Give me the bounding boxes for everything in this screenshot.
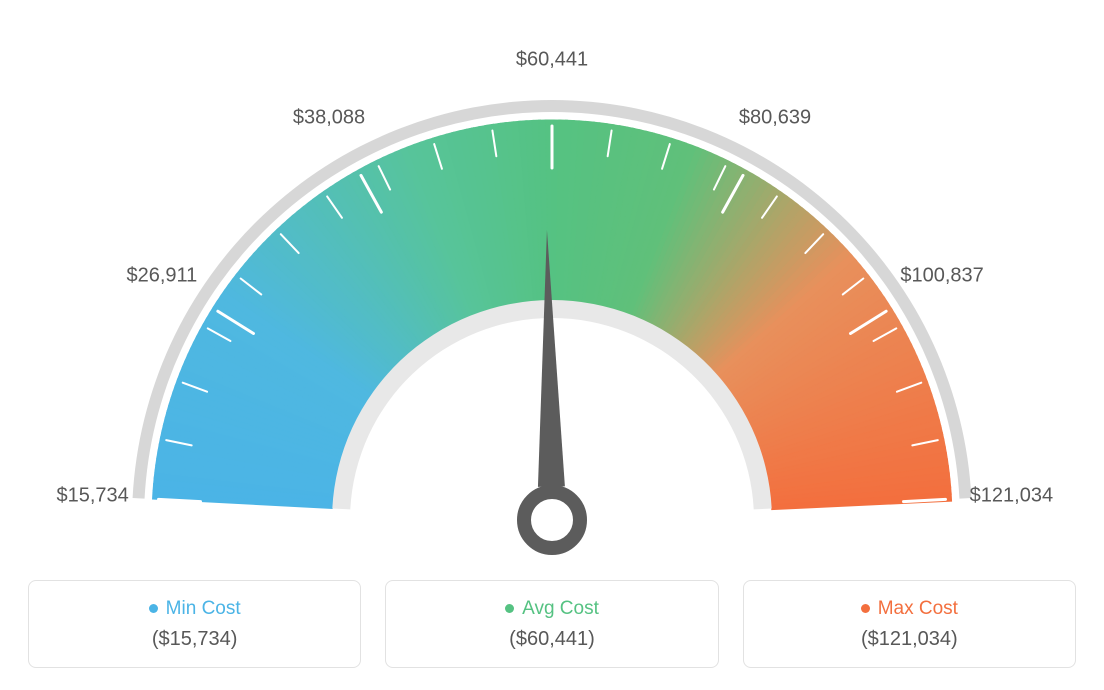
gauge-tick-label: $80,639 <box>739 106 811 129</box>
legend-min-header: Min Cost <box>149 598 241 620</box>
gauge-chart-container: $15,734 $26,911 $38,088 $60,441 $80,639 $100,… <box>0 0 1104 690</box>
legend-min-value: ($15,734) <box>152 628 238 651</box>
legend-max-label: Max Cost <box>878 598 958 620</box>
legend-min-label: Min Cost <box>166 598 241 620</box>
gauge-tick-label: $15,734 <box>56 484 128 507</box>
gauge-tick-label: $38,088 <box>293 106 365 129</box>
legend-card-min: Min Cost ($15,734) <box>28 580 361 668</box>
dot-icon-max <box>861 604 870 613</box>
dot-icon-min <box>149 604 158 613</box>
gauge-tick-label: $26,911 <box>126 265 197 288</box>
gauge-tick-label: $100,837 <box>900 265 983 288</box>
legend-max-value: ($121,034) <box>861 628 958 651</box>
dot-icon-avg <box>505 604 514 613</box>
legend-avg-value: ($60,441) <box>509 628 595 651</box>
gauge-tick-label: $121,034 <box>970 484 1053 507</box>
legend-card-max: Max Cost ($121,034) <box>743 580 1076 668</box>
legend-max-header: Max Cost <box>861 598 958 620</box>
gauge-area: $15,734 $26,911 $38,088 $60,441 $80,639 $100,… <box>0 0 1104 560</box>
legend-card-avg: Avg Cost ($60,441) <box>385 580 718 668</box>
gauge-tick-label: $60,441 <box>516 49 588 72</box>
legend-avg-header: Avg Cost <box>505 598 599 620</box>
legend-avg-label: Avg Cost <box>522 598 599 620</box>
legend-row: Min Cost ($15,734) Avg Cost ($60,441) Ma… <box>0 570 1104 690</box>
